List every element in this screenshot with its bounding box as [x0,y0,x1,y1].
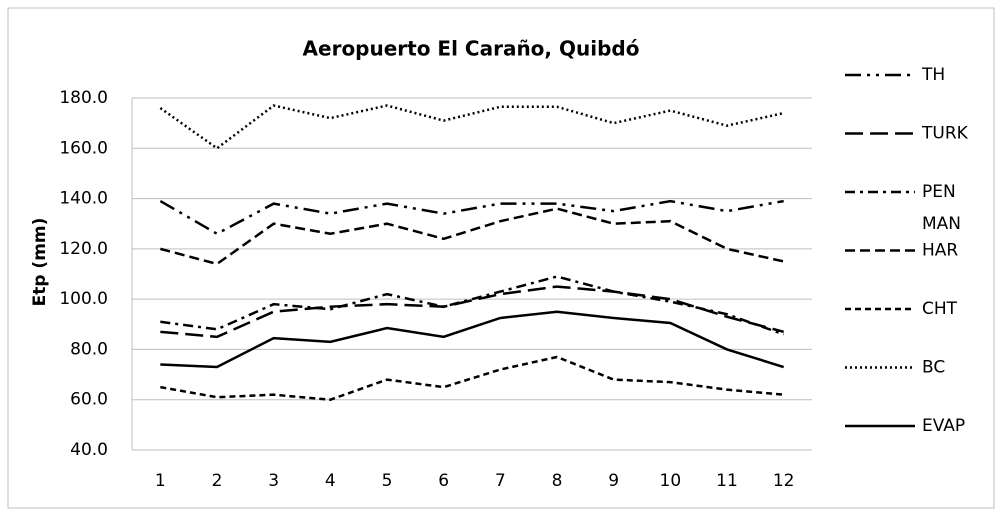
x-tick-label: 8 [552,471,563,491]
y-tick-label: 140.0 [59,189,108,209]
x-tick-label: 4 [325,471,336,491]
x-tick-label: 2 [212,471,223,491]
series-line [160,310,785,369]
series-line [159,199,784,236]
series-line [160,207,784,266]
legend-label: PEN MAN [922,182,961,234]
y-tick-label: 120.0 [59,239,108,259]
legend-label: BC [922,358,945,378]
x-tick-label: 7 [495,471,506,491]
series-line [160,275,785,336]
x-tick-label: 12 [773,471,795,491]
series-line [159,104,784,150]
chart-title: Aeropuerto El Caraño, Quibdó [303,37,640,61]
legend-label: EVAP [922,416,965,436]
x-tick-label: 5 [382,471,393,491]
chart-border [7,7,995,509]
legend-label: TH [921,65,945,85]
x-tick-label: 9 [608,471,619,491]
legend-label: HAR [922,241,958,261]
y-tick-label: 40.0 [70,440,108,460]
legend-label: CHT [922,299,958,319]
y-axis-label: Etp (mm) [30,218,50,307]
x-tick-label: 11 [716,471,738,491]
y-tick-label: 180.0 [59,88,108,108]
series-line [160,285,784,339]
y-tick-label: 60.0 [70,390,108,410]
x-tick-label: 3 [268,471,279,491]
x-tick-label: 10 [660,471,682,491]
x-tick-label: 6 [438,471,449,491]
y-tick-label: 80.0 [70,339,108,359]
legend-label: TURK [921,124,969,144]
y-tick-label: 160.0 [59,138,108,158]
y-tick-label: 100.0 [59,289,108,309]
x-tick-label: 1 [155,471,166,491]
series-line [160,355,784,401]
